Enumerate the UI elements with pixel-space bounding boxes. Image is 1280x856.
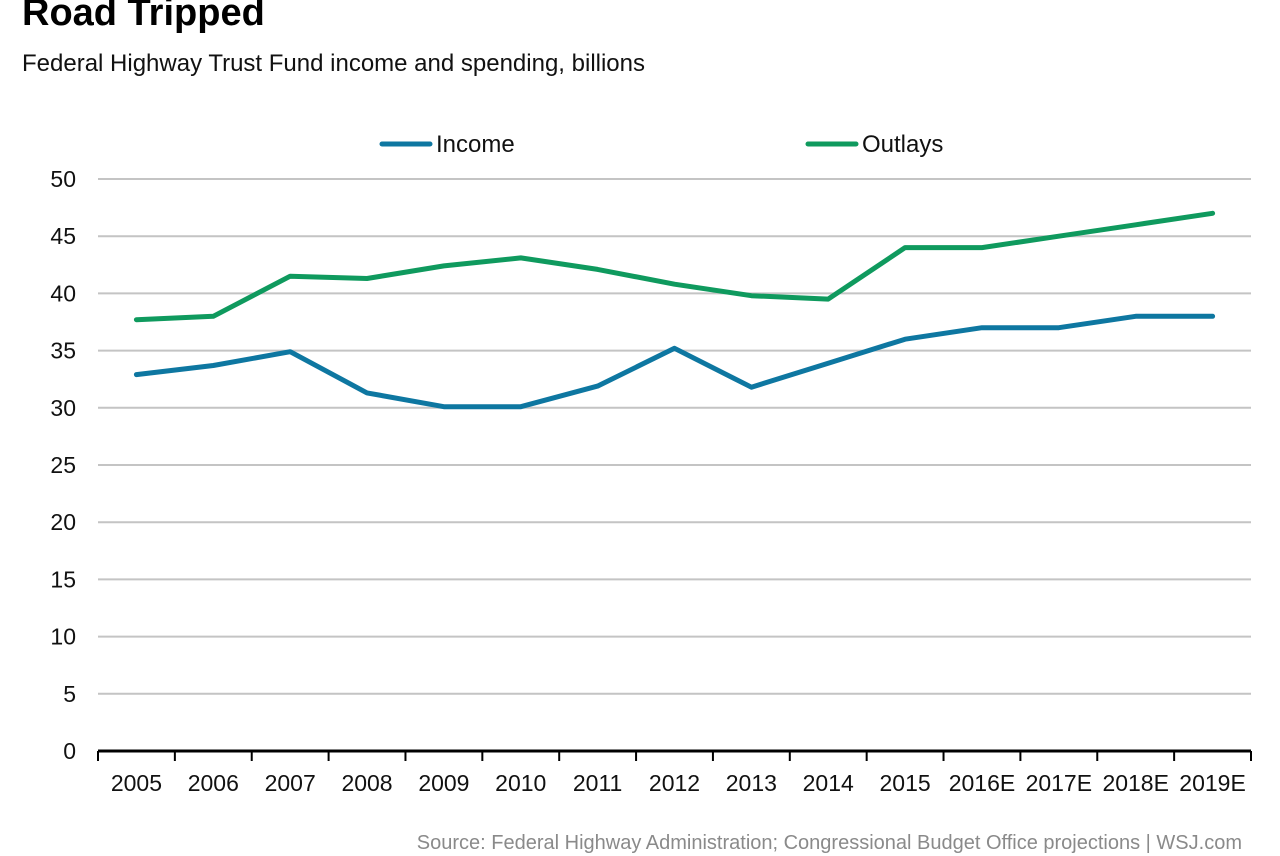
y-tick-label: 45 <box>50 223 76 249</box>
x-tick-label: 2006 <box>188 770 239 796</box>
x-tick-label: 2012 <box>649 770 700 796</box>
y-tick-label: 35 <box>50 338 76 364</box>
y-tick-label: 15 <box>50 566 76 592</box>
legend-label-income: Income <box>436 131 515 158</box>
x-tick-label: 2018E <box>1102 770 1169 796</box>
x-tick-label: 2015 <box>880 770 931 796</box>
y-tick-label: 20 <box>50 509 76 535</box>
x-axis <box>97 749 1252 761</box>
y-tick-label: 5 <box>63 681 76 707</box>
series-line-outlays <box>133 210 1216 323</box>
x-tick-label: 2019E <box>1179 770 1246 796</box>
x-tick-label: 2005 <box>111 770 162 796</box>
y-axis-labels: 0 5 10 15 20 25 30 35 40 45 50 <box>50 166 76 764</box>
legend-label-outlays: Outlays <box>862 131 943 158</box>
x-tick-label: 2011 <box>573 770 622 796</box>
gridlines <box>98 178 1251 695</box>
y-tick-label: 10 <box>50 624 76 650</box>
y-tick-label: 30 <box>50 395 76 421</box>
y-tick-label: 40 <box>50 280 76 306</box>
x-tick-label: 2008 <box>341 770 392 796</box>
x-tick-label: 2016E <box>949 770 1016 796</box>
series-lines <box>133 210 1216 410</box>
x-tick-label: 2014 <box>803 770 854 796</box>
x-tick-label: 2009 <box>418 770 469 796</box>
series-line-income <box>133 313 1216 410</box>
chart-subtitle: Federal Highway Trust Fund income and sp… <box>22 50 646 77</box>
y-tick-label: 25 <box>50 452 76 478</box>
x-tick-label: 2010 <box>495 770 546 796</box>
y-tick-label: 50 <box>50 166 76 192</box>
chart-title: Road Tripped <box>22 0 265 34</box>
x-tick-label: 2017E <box>1026 770 1093 796</box>
legend: Income Outlays <box>379 131 943 158</box>
y-tick-label: 0 <box>63 738 76 764</box>
x-axis-labels: 2005 2006 2007 2008 2009 2010 2011 2012 2013 2014… <box>111 770 1246 796</box>
x-tick-label: 2007 <box>265 770 316 796</box>
x-tick-label: 2013 <box>726 770 777 796</box>
source-note: Source: Federal Highway Administration; … <box>416 832 1242 854</box>
